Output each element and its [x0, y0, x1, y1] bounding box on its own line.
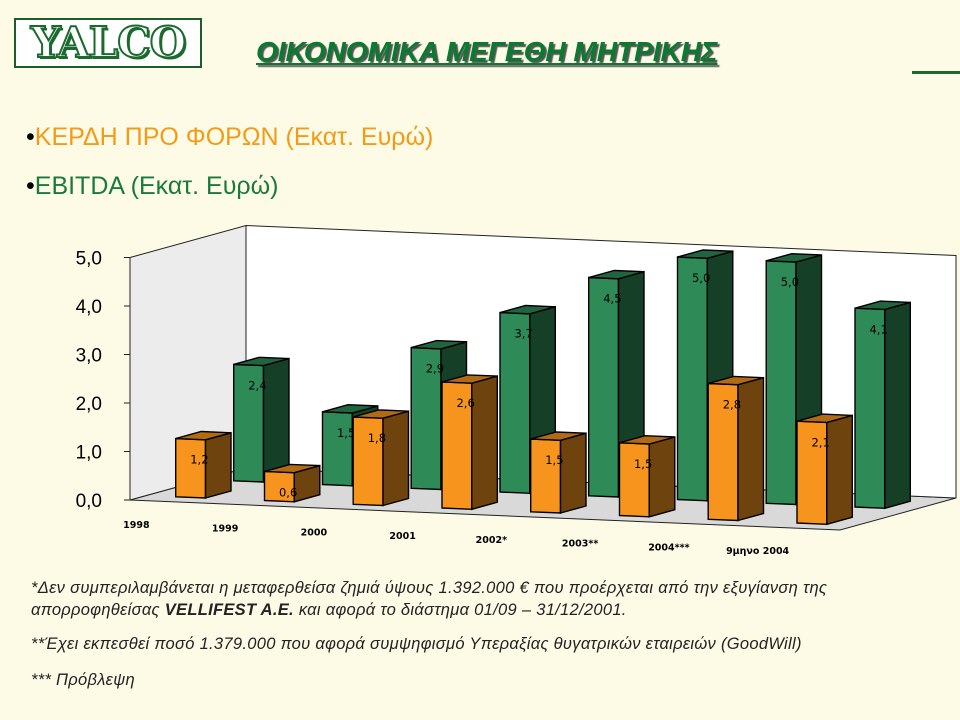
legend-bullet: • [26, 123, 35, 151]
footnote-1-text: *Δεν συμπεριλαμβάνεται η μεταφερθείσα ζη… [31, 579, 828, 619]
bar-profit-top [175, 430, 232, 441]
legend-bullet: • [26, 172, 35, 200]
bar-ebitda-top [499, 304, 556, 315]
bar-profit-side [648, 436, 676, 518]
x-tick-label: 1999 [212, 524, 238, 535]
bar-ebitda-data-label: 3,7 [514, 327, 532, 341]
x-tick-label: 9μηνο 2004 [726, 546, 789, 557]
bar-profit-data-label: 1,5 [545, 453, 563, 467]
y-tick-label: 0,0 [76, 491, 102, 512]
bar-profit-data-label: 2,6 [456, 396, 474, 410]
legend-item-ebitda: •EBITDA (Εκατ. Ευρώ) [26, 172, 278, 201]
bar-ebitda-data-label: 1,5 [337, 426, 355, 440]
bar-ebitda-data-label: 2,9 [426, 362, 444, 376]
bar-ebitda-side [262, 357, 290, 483]
x-tick-label: 2001 [389, 531, 415, 542]
bar-profit-top [264, 463, 320, 474]
y-tick-label: 5,0 [76, 249, 102, 270]
bar-profit-top [796, 413, 853, 424]
x-tick-label: 2003** [562, 539, 598, 550]
y-tick-label: 3,0 [76, 346, 102, 367]
bar-profit-top [441, 374, 498, 384]
bar-profit-side [382, 410, 410, 507]
bar-profit-side [826, 414, 853, 526]
legend-label-ebitda: EBITDA (Εκατ. Ευρώ) [34, 172, 279, 200]
x-tick-label: 2004*** [648, 542, 689, 553]
y-tick-label: 1,0 [76, 443, 102, 464]
x-tick-label: 1998 [123, 520, 150, 531]
bar-ebitda-front [854, 307, 886, 510]
bar-ebitda-top [766, 252, 822, 263]
bar-ebitda-top [854, 300, 911, 311]
bar-profit-data-label: 1,5 [634, 457, 652, 471]
bar-profit-front [174, 437, 207, 499]
bar-profit-top [353, 409, 409, 419]
bar-profit-data-label: 2,8 [723, 398, 741, 412]
bar-ebitda-data-label: 5,0 [692, 271, 710, 285]
bar-profit-data-label: 1,2 [190, 453, 208, 467]
bar-ebitda-front [588, 276, 620, 498]
bar-ebitda-top [322, 403, 378, 414]
yalco-logo: YALCO [14, 18, 202, 68]
bar-profit-side [559, 432, 587, 514]
bar-ebitda-top [411, 339, 467, 350]
x-tick-label: 2002* [476, 535, 507, 546]
bar-profit-front [530, 438, 562, 514]
page-title: ΟΙΚΟΝΟΜΙΚΑ ΜΕΓΕΘΗ ΜΗΤΡΙΚΗΣ [256, 36, 718, 67]
bar-ebitda-data-label: 4,1 [869, 322, 887, 336]
bar-ebitda-data-label: 4,5 [603, 292, 621, 306]
bar-ebitda-top [677, 249, 733, 260]
bar-ebitda-data-label: 5,0 [781, 275, 799, 289]
bar-ebitda-front [321, 411, 353, 487]
bar-profit-data-label: 0,6 [279, 486, 297, 500]
footnote-2: **Έχει εκπεσθεί ποσό 1.379.000 που αφορά… [31, 635, 802, 653]
bar-ebitda-front [676, 256, 708, 502]
bar-profit-side [471, 375, 498, 511]
bar-chart-3d: 0,0 1,0 2,0 3,0 4,0 5,0 1998 1999 2000 2001 2002* 2… [76, 224, 957, 557]
footnote-1: *Δεν συμπεριλαμβάνεται η μεταφερθείσα ζη… [31, 577, 941, 621]
bar-profit-top [530, 431, 587, 442]
logo-text: YALCO [30, 18, 187, 67]
bar-profit-front [618, 442, 650, 518]
footnote-1-company: VELLIFEST A.E. [164, 601, 294, 619]
y-tick-label: 2,0 [76, 394, 102, 415]
bar-profit-data-label: 1,8 [368, 431, 386, 445]
legend-item-profit: •ΚΕΡΔΗ ΠΡΟ ΦΟΡΩΝ (Εκατ. Ευρώ) [26, 123, 433, 152]
bar-profit-side [204, 431, 232, 499]
y-tick-label: 4,0 [76, 297, 102, 318]
bar-ebitda-front [765, 260, 797, 506]
legend-label-profit: ΚΕΡΔΗ ΠΡΟ ΦΟΡΩΝ (Εκατ. Ευρώ) [34, 123, 434, 151]
bar-ebitda-data-label: 2,4 [248, 378, 266, 392]
footnote-1-text-end: και αφορά το διάστημα 01/09 – 31/12/2001… [293, 601, 627, 619]
bar-ebitda-side [884, 301, 911, 510]
bar-ebitda-top [588, 269, 645, 280]
bar-profit-side [737, 376, 765, 522]
footnote-3: *** Πρόβλεψη [31, 671, 135, 689]
x-tick-label: 2000 [301, 527, 328, 538]
bar-profit-top [708, 375, 764, 386]
title-rule [912, 71, 960, 74]
bar-profit-top [619, 434, 675, 445]
footnotes: *Δεν συμπεριλαμβάνεται η μεταφερθείσα ζη… [31, 577, 941, 691]
bar-profit-data-label: 2,1 [811, 435, 829, 449]
bar-ebitda-top [233, 356, 290, 367]
